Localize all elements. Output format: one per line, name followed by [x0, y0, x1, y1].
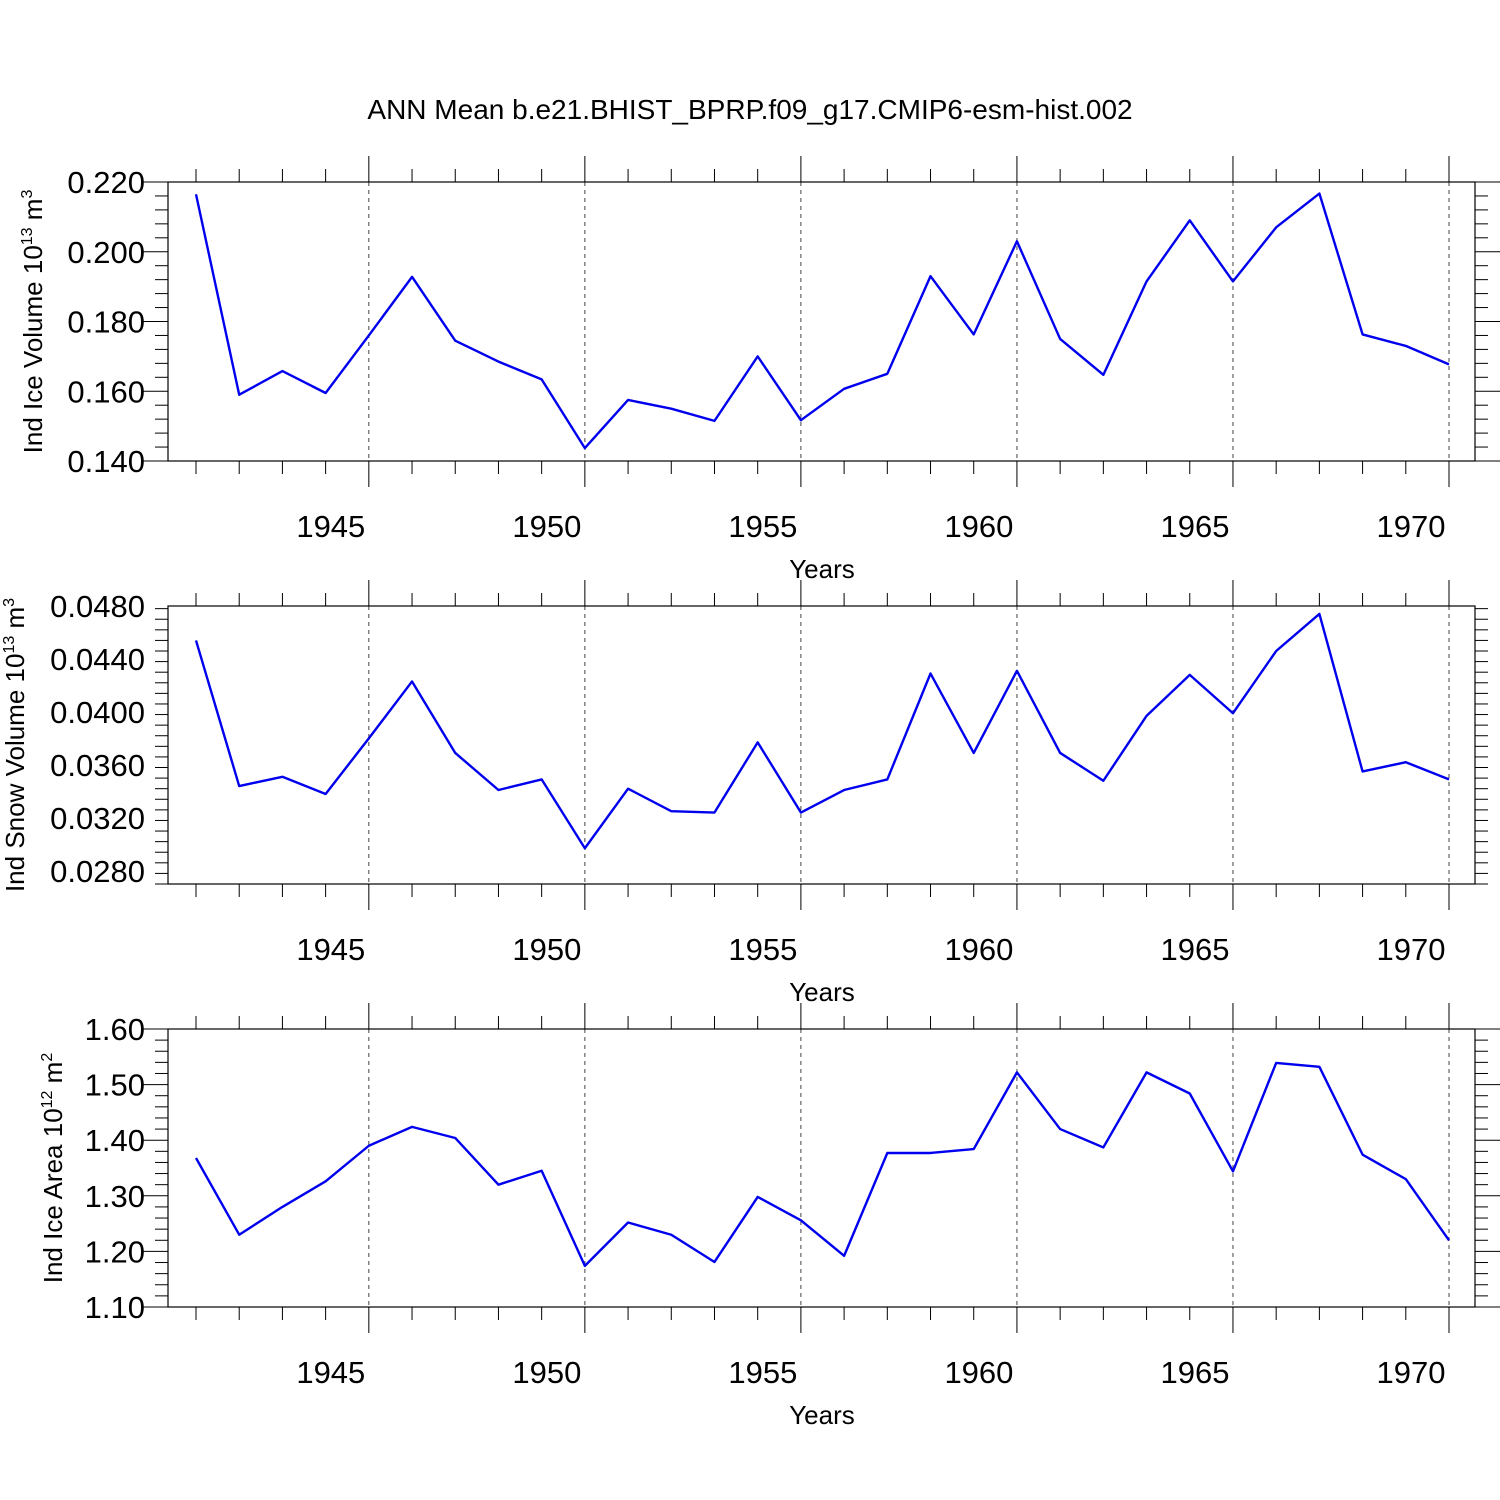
y-tick-label: 1.60 [85, 1012, 145, 1047]
y-tick-label: 0.0440 [50, 642, 145, 677]
x-axis-label: Years [789, 977, 855, 1007]
x-tick-label: 1945 [296, 1355, 365, 1390]
y-axis-label-part: m [18, 199, 48, 228]
x-tick-label: 1955 [728, 932, 797, 967]
y-axis-label-part: 3 [1, 598, 18, 607]
x-tick-label: 1955 [728, 1355, 797, 1390]
x-tick-label: 1965 [1160, 1355, 1229, 1390]
y-axis-label: Ind Ice Volume 1013 m3 [18, 190, 48, 454]
x-tick-label: 1950 [512, 932, 581, 967]
plot-frame [167, 605, 1476, 885]
series-line [194, 612, 1450, 850]
y-axis-label-part: 2 [39, 1053, 56, 1062]
x-tick-label: 1945 [296, 932, 365, 967]
y-axis-label-part: 13 [19, 227, 36, 245]
x-tick-label: 1965 [1160, 509, 1229, 544]
y-axis-label-part: 12 [39, 1090, 56, 1108]
y-tick-label: 0.200 [67, 235, 145, 270]
y-axis-label-part: Ind Snow Volume 10 [0, 654, 30, 893]
chart-panel-2: 0.0280 0.0320 0.0360 0.0400 0.0440 0.0480 1945… [0, 580, 1488, 1007]
x-tick-label: 1965 [1160, 932, 1229, 967]
y-tick-label: 0.220 [67, 165, 145, 200]
x-tick-label: 1970 [1377, 509, 1446, 544]
y-tick-label: 0.140 [67, 444, 145, 479]
x-tick-label: 1960 [944, 932, 1013, 967]
x-axis-label: Years [789, 1400, 855, 1430]
y-tick-label: 0.0280 [50, 854, 145, 889]
x-tick-label: 1960 [944, 509, 1013, 544]
y-tick-label: 0.0360 [50, 748, 145, 783]
y-axis-label: Ind Snow Volume 1013 m3 [0, 598, 30, 892]
y-axis-label-part: 13 [1, 636, 18, 654]
x-tick-label: 1955 [728, 509, 797, 544]
plot-frame [167, 1028, 1476, 1308]
series-line [194, 192, 1450, 450]
chart-panel-1: 0.140 0.160 0.180 0.200 0.220 1945 1950 1955 196… [18, 156, 1500, 584]
y-axis-label-part: Ind Ice Area 10 [38, 1108, 68, 1283]
x-tick-label: 1945 [296, 509, 365, 544]
y-tick-label: 1.40 [85, 1123, 145, 1158]
x-axis-label: Years [789, 554, 855, 584]
x-tick-label: 1970 [1377, 1355, 1446, 1390]
y-tick-label: 0.0400 [50, 695, 145, 730]
y-axis-label: Ind Ice Area 1012 m2 [38, 1053, 68, 1284]
y-tick-label: 1.10 [85, 1290, 145, 1325]
x-tick-label: 1970 [1377, 932, 1446, 967]
y-tick-label: 0.180 [67, 305, 145, 340]
y-tick-label: 1.20 [85, 1234, 145, 1269]
y-tick-label: 0.160 [67, 374, 145, 409]
y-tick-label: 1.30 [85, 1179, 145, 1214]
y-axis-label-part: m [38, 1062, 68, 1091]
y-tick-label: 0.0320 [50, 801, 145, 836]
y-axis-label-part: 3 [19, 190, 36, 199]
series-line [194, 1061, 1450, 1268]
x-tick-label: 1960 [944, 1355, 1013, 1390]
chart-panel-3: 1.10 1.20 1.30 1.40 1.50 1.60 1945 1950 1955 1960… [38, 1003, 1500, 1430]
x-tick-label: 1950 [512, 509, 581, 544]
y-axis-label-part: m [0, 607, 30, 636]
y-tick-label: 0.0480 [50, 589, 145, 624]
y-axis-label-part: Ind Ice Volume 10 [18, 245, 48, 453]
y-tick-label: 1.50 [85, 1068, 145, 1103]
figure-title: ANN Mean b.e21.BHIST_BPRP.f09_g17.CMIP6-… [367, 94, 1132, 125]
x-tick-label: 1950 [512, 1355, 581, 1390]
